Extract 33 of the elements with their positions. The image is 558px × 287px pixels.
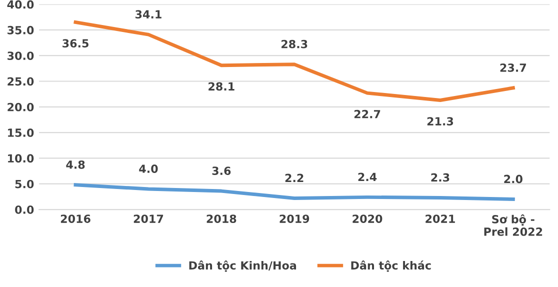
- data-label: 28.1: [208, 82, 234, 91]
- y-tick-label: 15.0: [8, 128, 34, 137]
- y-tick-label: 20.0: [8, 102, 34, 112]
- data-label: 23.7: [500, 63, 526, 72]
- legend-label: Dân tộc khác: [351, 260, 431, 272]
- data-label: 36.5: [62, 39, 88, 48]
- line-series: [74, 183, 515, 201]
- x-tick-label: 2016: [60, 214, 90, 223]
- data-label: 2.4: [358, 172, 377, 181]
- x-tick-label: 2017: [134, 214, 164, 223]
- y-tick-label: 5.0: [15, 180, 34, 188]
- data-label: 22.7: [354, 110, 380, 118]
- y-tick-label: 40.0: [7, 0, 34, 9]
- x-tick-label: Sơ bộ - Prel 2022: [484, 214, 542, 236]
- data-label: 21.3: [427, 117, 454, 126]
- data-label: 28.3: [282, 40, 308, 48]
- x-tick-label: 2021: [426, 214, 455, 223]
- data-label: 2.0: [504, 174, 522, 184]
- y-tick-label: 30.0: [8, 52, 34, 60]
- data-label: 34.1: [136, 10, 162, 19]
- data-label: 2.3: [431, 173, 450, 182]
- y-tick-label: 25.0: [8, 77, 34, 86]
- data-label: 4.8: [66, 160, 85, 169]
- data-label: 3.6: [212, 166, 231, 175]
- data-label: 2.2: [285, 174, 304, 182]
- x-tick-label: 2018: [206, 214, 236, 223]
- y-tick-label: 35.0: [8, 26, 34, 34]
- y-tick-label: 10.0: [8, 154, 34, 163]
- data-label: 4.0: [139, 164, 158, 173]
- legend-label: Dân tộc Kinh/Hoa: [189, 260, 296, 272]
- x-tick-label: 2019: [280, 214, 310, 223]
- x-tick-label: 2020: [352, 214, 382, 223]
- y-tick-label: 0.0: [15, 205, 34, 214]
